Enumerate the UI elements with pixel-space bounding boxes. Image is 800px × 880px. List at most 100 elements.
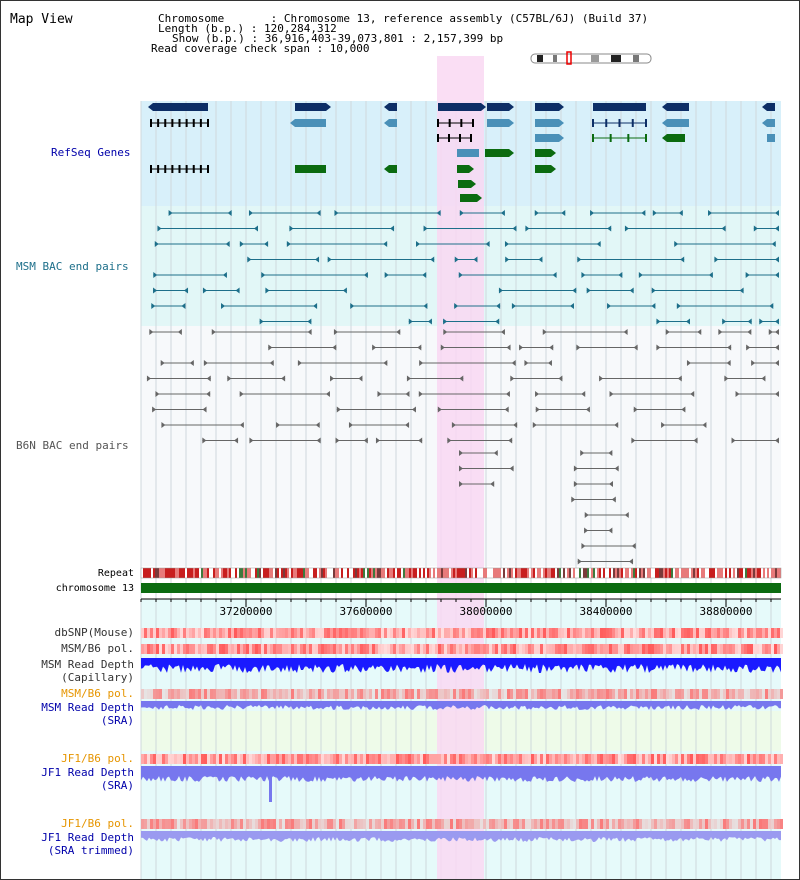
repeat-cell	[521, 568, 523, 578]
heat-cell	[189, 689, 192, 699]
heat-cell	[210, 644, 213, 654]
heat-cell	[660, 628, 663, 638]
heat-cell	[534, 754, 537, 764]
ideogram-band	[537, 55, 543, 62]
heat-cell	[456, 754, 459, 764]
heat-cell	[669, 628, 672, 638]
repeat-cell	[391, 568, 393, 578]
heat-cell	[501, 819, 504, 829]
heat-cell	[546, 689, 549, 699]
heat-cell	[549, 754, 552, 764]
repeat-cell	[265, 568, 267, 578]
repeat-cell	[605, 568, 607, 578]
repeat-cell	[305, 568, 307, 578]
heat-cell	[438, 819, 441, 829]
heat-cell	[261, 819, 264, 829]
heat-cell	[633, 819, 636, 829]
heat-cell	[375, 689, 378, 699]
repeat-cell	[771, 568, 773, 578]
track-label-msm-bac[interactable]: MSM BAC end pairs	[16, 260, 129, 273]
repeat-cell	[155, 568, 157, 578]
repeat-cell	[233, 568, 235, 578]
gene-exon	[592, 119, 594, 127]
repeat-cell	[677, 568, 679, 578]
heat-cell	[498, 628, 501, 638]
heat-cell	[297, 754, 300, 764]
heat-cell	[465, 754, 468, 764]
repeat-cell	[741, 568, 743, 578]
gene-arrow	[469, 165, 474, 173]
bac-end	[745, 272, 750, 278]
bac-end	[377, 391, 382, 397]
heat-cell	[294, 819, 297, 829]
heat-cell	[660, 754, 663, 764]
track-label-msm-depth-sra: MSM Read Depth	[41, 701, 134, 714]
heat-cell	[630, 689, 633, 699]
heat-cell	[612, 628, 615, 638]
heat-cell	[279, 644, 282, 654]
gene-arrow	[290, 119, 295, 127]
repeat-cell	[177, 568, 179, 578]
bac-end	[265, 287, 270, 294]
heat-cell	[651, 819, 654, 829]
depth-profile	[141, 658, 781, 673]
heat-cell	[357, 644, 360, 654]
bac-end	[348, 422, 353, 428]
gene-arrow	[326, 103, 331, 111]
bac-end	[524, 360, 529, 366]
heat-cell	[252, 644, 255, 654]
heat-cell	[435, 644, 438, 654]
bac-end	[202, 437, 207, 444]
heat-cell	[633, 754, 636, 764]
heat-cell	[735, 819, 738, 829]
heat-cell	[447, 689, 450, 699]
repeat-cell	[199, 568, 201, 578]
heat-cell	[483, 819, 486, 829]
heat-cell	[246, 819, 249, 829]
heat-cell	[480, 689, 483, 699]
bac-end	[363, 272, 368, 278]
track-label-refseq[interactable]: RefSeq Genes	[51, 146, 131, 159]
bac-end	[775, 391, 779, 397]
repeat-cell	[283, 568, 285, 578]
repeat-cell	[607, 568, 609, 578]
repeat-cell	[637, 568, 639, 578]
heat-cell	[429, 689, 432, 699]
bac-end	[396, 329, 401, 335]
heat-cell	[705, 644, 708, 654]
heat-cell	[252, 689, 255, 699]
heat-cell	[243, 819, 246, 829]
heat-cell	[345, 754, 348, 764]
heat-cell	[243, 628, 246, 638]
repeat-cell	[211, 568, 213, 578]
heat-cell	[237, 689, 240, 699]
heat-cell	[714, 644, 717, 654]
heat-cell	[330, 644, 333, 654]
repeat-cell	[257, 568, 259, 578]
repeat-cell	[487, 568, 489, 578]
heat-cell	[735, 644, 738, 654]
heat-cell	[744, 754, 747, 764]
track-label-b6n-bac[interactable]: B6N BAC end pairs	[16, 439, 129, 452]
heat-cell	[591, 819, 594, 829]
heat-cell	[417, 689, 420, 699]
repeat-cell	[249, 568, 251, 578]
gene-box	[389, 119, 397, 127]
repeat-cell	[535, 568, 537, 578]
repeat-cell	[337, 568, 339, 578]
heat-cell	[735, 628, 738, 638]
heat-cell	[609, 689, 612, 699]
heat-cell	[495, 689, 498, 699]
heat-cell	[195, 819, 198, 829]
heat-cell	[639, 689, 642, 699]
heat-cell	[768, 689, 771, 699]
heat-cell	[756, 628, 759, 638]
heat-cell	[393, 754, 396, 764]
bac-end	[335, 437, 340, 444]
heat-cell	[210, 628, 213, 638]
gene-box	[457, 149, 479, 157]
repeat-cell	[419, 568, 421, 578]
bac-end	[253, 225, 258, 232]
bac-end	[269, 360, 274, 366]
